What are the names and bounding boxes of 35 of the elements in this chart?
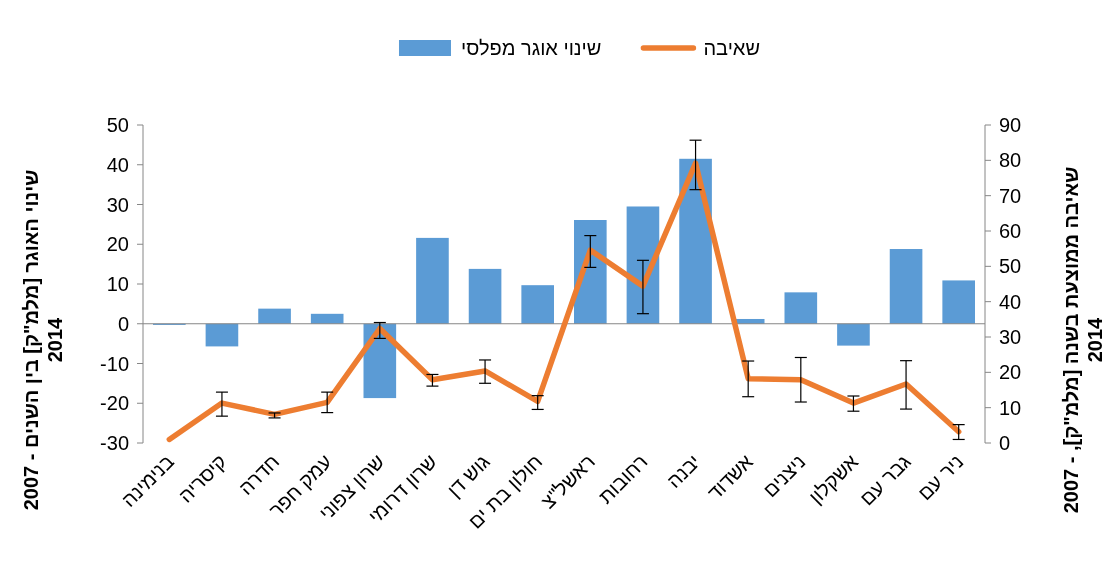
y2-tick-label: 90 [999,114,1022,136]
bar [521,285,554,324]
y2-tick-label: 10 [999,396,1022,419]
bar [837,323,870,346]
x-tick-label: יבנה [662,450,705,493]
y2-tick-label: 60 [999,220,1022,242]
y-tick-label: 50 [106,114,129,136]
bar [784,292,818,324]
y2-tick-label: 30 [999,326,1022,348]
x-tick-label: רחובות [594,450,652,508]
y-tick-label: 20 [106,233,129,256]
bar [258,308,291,324]
y-tick-label: 10 [106,273,129,295]
legend-label: שינוי אוגר מפלסי [460,37,602,59]
y-tick-label: -10 [100,352,129,375]
bar [416,237,449,324]
bar [310,313,344,324]
y2-tick-label: 20 [999,361,1022,384]
y2-tick-label: 80 [999,149,1022,172]
bar [468,268,502,324]
y2-tick-label: 50 [999,255,1022,278]
y-tick-label: 40 [106,153,129,176]
bar [889,249,923,324]
bar [942,280,975,324]
y-tick-label: 30 [106,193,129,216]
x-tick-label: אשדוד [703,449,758,505]
y-tick-label: 0 [117,312,129,335]
y-tick-label: -20 [100,392,129,415]
y2-tick-label: 70 [999,184,1022,207]
y2-tick-label: 0 [999,432,1011,454]
x-tick-label: ניצנים [758,450,810,502]
bar [205,323,239,347]
y2-tick-label: 40 [999,290,1022,313]
x-tick-label: ניר עם [913,450,968,505]
legend-label: שאיבה [703,37,760,59]
